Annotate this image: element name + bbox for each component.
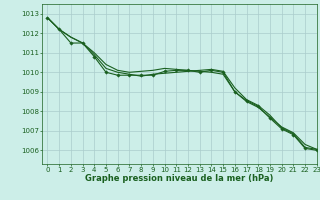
X-axis label: Graphe pression niveau de la mer (hPa): Graphe pression niveau de la mer (hPa) [85,174,273,183]
